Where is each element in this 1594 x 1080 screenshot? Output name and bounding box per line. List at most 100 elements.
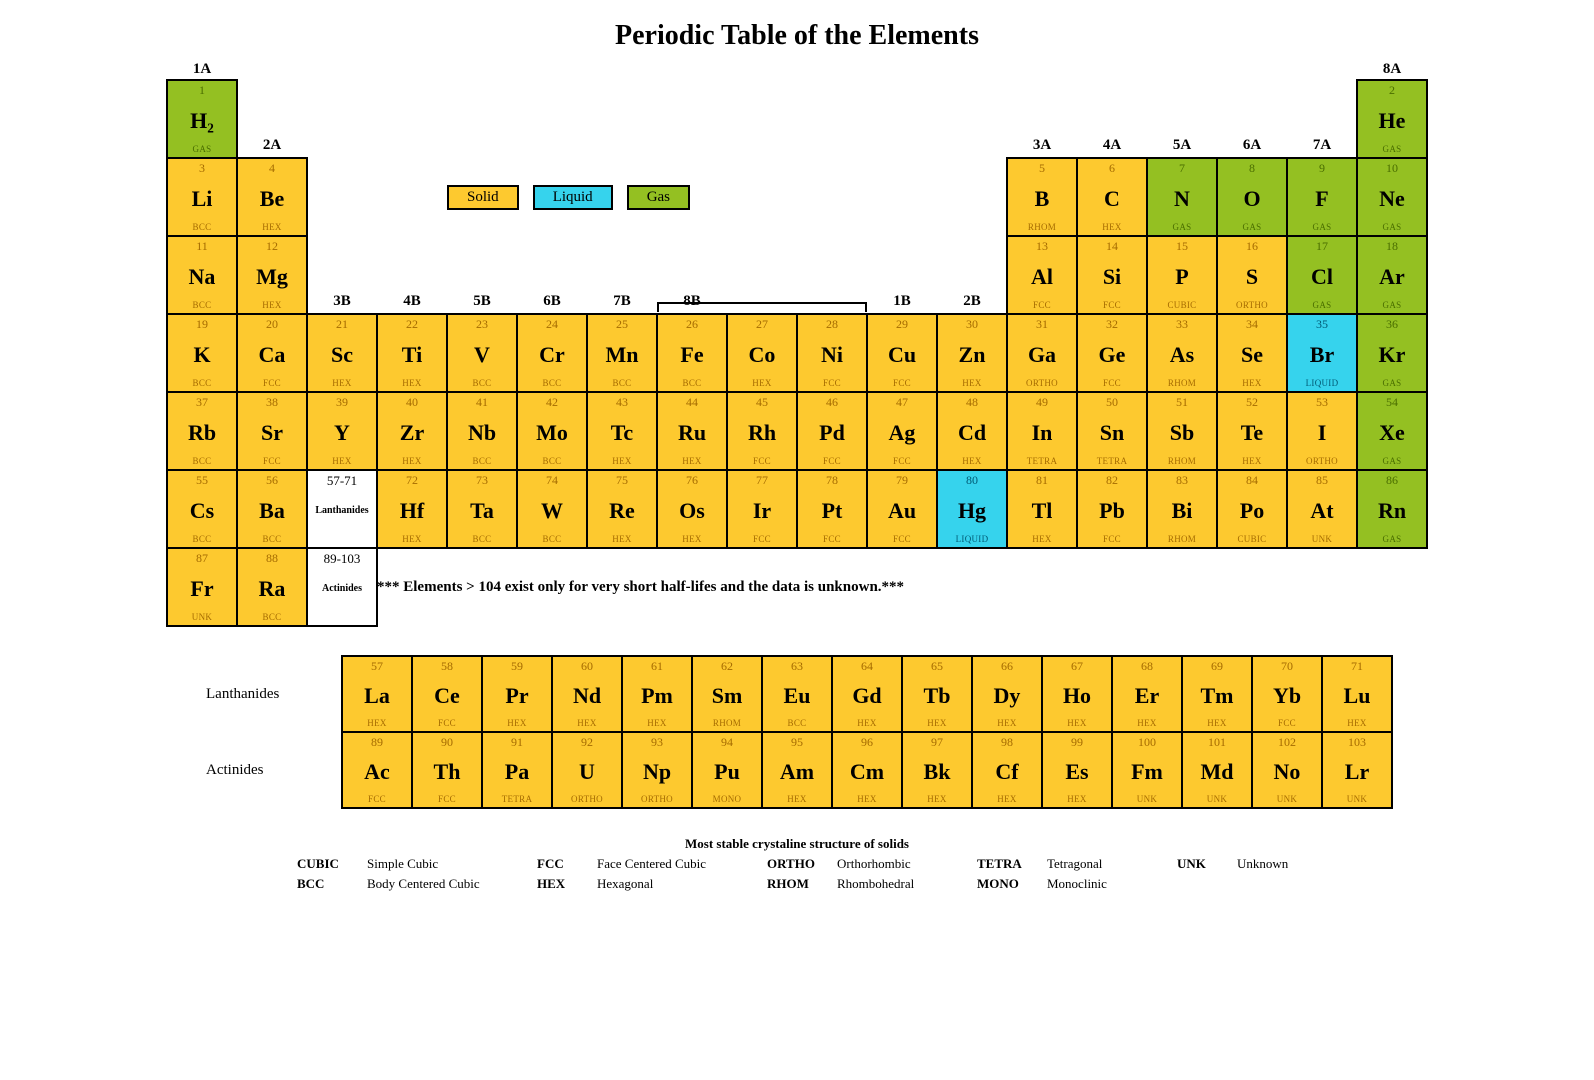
element-cell-ta: 73TaBCC [446,469,518,549]
element-cell-ag: 47AgFCC [866,391,938,471]
atomic-number: 70 [1281,660,1293,672]
crystal-structure: HEX [857,795,876,804]
element-cell-bi: 83BiRHOM [1146,469,1218,549]
element-cell-sb: 51SbRHOM [1146,391,1218,471]
atomic-number: 69 [1211,660,1223,672]
atomic-number: 15 [1176,240,1188,252]
element-cell-k: 19KBCC [166,313,238,393]
struct-desc: Orthorhombic [837,856,977,872]
crystal-structure: CUBIC [1237,535,1266,544]
element-cell-os: 76OsHEX [656,469,728,549]
atomic-number: 78 [826,474,838,486]
atomic-number: 100 [1138,736,1156,748]
atomic-number: 94 [721,736,733,748]
element-cell-lu: 71LuHEX [1321,655,1393,733]
crystal-structure: HEX [262,223,281,232]
legend-item-liquid: Liquid [533,185,613,210]
crystal-structure: GAS [1383,223,1402,232]
crystal-structure: HEX [927,795,946,804]
crystal-structure [341,613,344,622]
element-cell-re: 75ReHEX [586,469,658,549]
element-symbol: Cm [850,761,884,783]
element-symbol: Cs [190,500,214,522]
struct-abbr: MONO [977,876,1047,892]
atomic-number: 90 [441,736,453,748]
element-cell-li: 3LiBCC [166,157,238,237]
element-cell-la: 57LaHEX [341,655,413,733]
element-symbol: H₂ [190,110,214,132]
atomic-number: 6 [1109,162,1115,174]
element-cell-ir: 77IrFCC [726,469,798,549]
atomic-number: 13 [1036,240,1048,252]
legend-item-solid: Solid [447,185,519,210]
element-symbol: O [1243,188,1260,210]
crystal-structure: FCC [1103,379,1121,388]
element-cell-cl: 17ClGAS [1286,235,1358,315]
element-cell-cu: 29CuFCC [866,313,938,393]
atomic-number: 81 [1036,474,1048,486]
crystal-structure: HEX [402,379,421,388]
element-symbol: Yb [1273,685,1301,707]
element-symbol: Sb [1170,422,1194,444]
atomic-number: 29 [896,318,908,330]
element-symbol: Cd [958,422,986,444]
atomic-number: 67 [1071,660,1083,672]
crystal-structure: GAS [1383,145,1402,154]
f-block-label-actinides: Actinides [202,732,342,808]
crystal-structure: BCC [543,457,562,466]
crystal-structure: HEX [1242,379,1261,388]
atomic-number: 8 [1249,162,1255,174]
group-label-1B: 1B [867,293,937,314]
atomic-number: 35 [1316,318,1328,330]
element-cell-yb: 70YbFCC [1251,655,1323,733]
crystal-structure: BCC [193,223,212,232]
atomic-number: 3 [199,162,205,174]
element-cell-th: 90ThFCC [411,731,483,809]
atomic-number: 31 [1036,318,1048,330]
element-symbol: Ho [1063,685,1091,707]
element-cell-ga: 31GaORTHO [1006,313,1078,393]
element-cell-cd: 48CdHEX [936,391,1008,471]
crystal-structure: BCC [263,535,282,544]
atomic-number: 80 [966,474,978,486]
legend-item-gas: Gas [627,185,690,210]
atomic-number: 62 [721,660,733,672]
f-block-grid: Lanthanides57LaHEX58CeFCC59PrHEX60NdHEX6… [30,656,1564,808]
atomic-number: 32 [1106,318,1118,330]
crystal-structure: ORTHO [641,795,673,804]
element-cell-am: 95AmHEX [761,731,833,809]
atomic-number: 83 [1176,474,1188,486]
atomic-number: 39 [336,396,348,408]
element-cell-tl: 81TlHEX [1006,469,1078,549]
atomic-number: 17 [1316,240,1328,252]
struct-desc: Face Centered Cubic [597,856,767,872]
element-cell-be: 4BeHEX [236,157,308,237]
crystal-structure: GAS [1313,301,1332,310]
atomic-number: 20 [266,318,278,330]
atomic-number: 89 [371,736,383,748]
atomic-number: 40 [406,396,418,408]
crystal-structure: FCC [438,719,456,728]
element-cell-mn: 25MnBCC [586,313,658,393]
element-symbol: Actinides [322,584,362,594]
atomic-number: 23 [476,318,488,330]
atomic-number: 57-71 [327,474,357,487]
element-cell-zn: 30ZnHEX [936,313,1008,393]
atomic-number: 65 [931,660,943,672]
struct-desc [1237,876,1337,892]
element-cell-sm: 62SmRHOM [691,655,763,733]
element-symbol: Si [1103,266,1121,288]
element-cell-c: 6CHEX [1076,157,1148,237]
atomic-number: 71 [1351,660,1363,672]
atomic-number: 61 [651,660,663,672]
crystal-structure: TETRA [1027,457,1058,466]
crystal-structure: HEX [1347,719,1366,728]
element-symbol: Pr [505,685,528,707]
element-cell-o: 8OGAS [1216,157,1288,237]
element-cell-n: 7NGAS [1146,157,1218,237]
atomic-number: 52 [1246,396,1258,408]
element-cell-al: 13AlFCC [1006,235,1078,315]
atomic-number: 74 [546,474,558,486]
element-cell-na: 11NaBCC [166,235,238,315]
atomic-number: 28 [826,318,838,330]
